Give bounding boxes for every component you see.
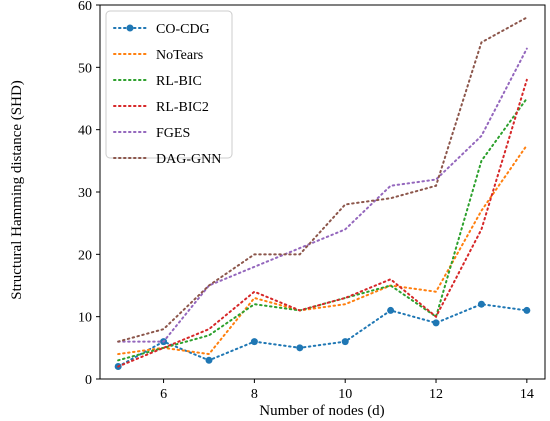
x-tick-label: 12 bbox=[429, 387, 443, 402]
data-point bbox=[296, 344, 304, 352]
y-tick-label: 0 bbox=[85, 373, 92, 388]
series-line-fges bbox=[117, 47, 528, 343]
data-point bbox=[387, 306, 395, 314]
y-tick-label: 60 bbox=[78, 0, 92, 14]
x-tick-label: 14 bbox=[520, 387, 534, 402]
legend: CO-CDG NoTears RL-BIC RL-BIC2 FGES DAG-GNN bbox=[105, 10, 233, 167]
series-line-rl-bic bbox=[117, 97, 528, 362]
legend-marker bbox=[126, 24, 134, 32]
plot-area: 6 8 10 12 14 0 10 20 30 40 50 60 CO-CDG NoTears RL-BIC… bbox=[78, 0, 546, 402]
y-tick-label: 30 bbox=[78, 186, 92, 201]
legend-label: DAG-GNN bbox=[156, 152, 221, 167]
legend-label: RL-BIC2 bbox=[156, 100, 209, 115]
data-point bbox=[477, 300, 485, 308]
legend-label: NoTears bbox=[156, 48, 203, 63]
data-point bbox=[205, 356, 213, 364]
data-point bbox=[250, 338, 258, 346]
x-tick-label: 6 bbox=[160, 387, 167, 402]
series-line-dag-gnn bbox=[117, 16, 528, 343]
legend-label: CO-CDG bbox=[156, 22, 210, 37]
legend-label: FGES bbox=[156, 126, 190, 141]
series-line-rl-bic2 bbox=[117, 78, 528, 368]
y-tick-label: 10 bbox=[78, 311, 92, 326]
data-point bbox=[341, 338, 349, 346]
y-tick-label: 40 bbox=[78, 124, 92, 139]
x-tick-label: 8 bbox=[251, 387, 258, 402]
y-axis-title: Structural Hamming distance (SHD) bbox=[9, 80, 25, 300]
x-axis-title: Number of nodes (d) bbox=[259, 403, 384, 419]
data-point bbox=[432, 319, 440, 327]
data-point bbox=[523, 306, 531, 314]
legend-label: RL-BIC bbox=[156, 74, 202, 89]
series-line-co-cdg bbox=[117, 303, 528, 368]
legend-box bbox=[105, 10, 233, 159]
y-tick-label: 50 bbox=[78, 61, 92, 76]
x-tick-label: 10 bbox=[338, 387, 352, 402]
y-tick-label: 20 bbox=[78, 248, 92, 263]
